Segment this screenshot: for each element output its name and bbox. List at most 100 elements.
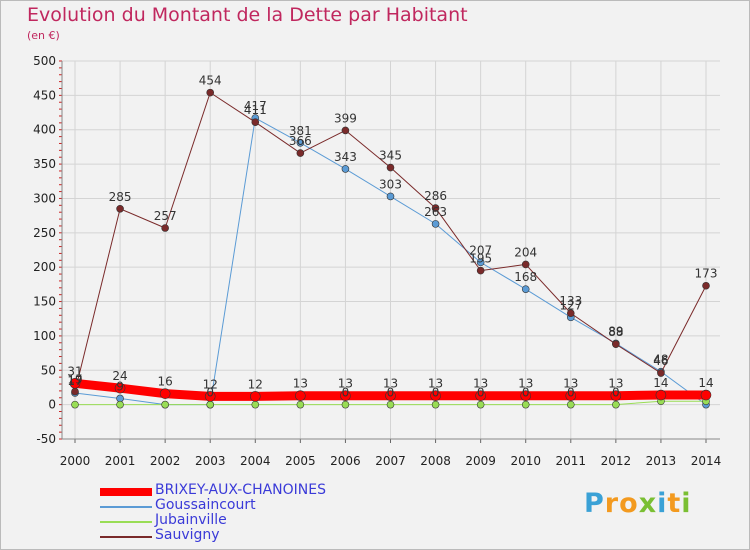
data-point-goussaincourt (341, 165, 350, 173)
data-label-brixey: 13 (338, 377, 353, 391)
data-label-goussaincourt: 89 (608, 324, 623, 338)
data-label-jubainville: 0 (477, 386, 485, 400)
legend-label-sauvigny: Sauvigny (155, 527, 220, 543)
data-point-sauvigny (341, 126, 350, 135)
data-label-sauvigny: 366 (289, 134, 312, 148)
data-label-sauvigny: 454 (199, 74, 222, 88)
data-point-brixey (520, 390, 532, 402)
y-tick-label: 0 (48, 398, 56, 412)
y-tick-label: 350 (33, 157, 56, 171)
data-label-brixey: 14 (698, 376, 713, 390)
data-label-brixey: 16 (158, 375, 173, 389)
data-point-sauvigny (521, 260, 530, 269)
data-point-sauvigny (296, 149, 305, 157)
x-tick-label: 2003 (195, 454, 226, 468)
data-point-brixey (340, 390, 351, 402)
data-label-jubainville: 0 (387, 386, 395, 400)
data-point-brixey (295, 390, 306, 402)
data-label-brixey: 24 (112, 369, 127, 383)
data-label-goussaincourt: 9 (116, 379, 124, 393)
x-tick-label: 2004 (240, 454, 271, 468)
data-point-sauvigny (476, 266, 485, 275)
data-point-jubainville (386, 400, 395, 409)
brand-letter: i (657, 488, 668, 519)
x-tick-label: 2012 (601, 454, 632, 468)
data-point-sauvigny (566, 309, 575, 318)
data-label-brixey: 13 (608, 377, 623, 391)
data-label-brixey: 12 (203, 377, 218, 391)
data-label-sauvigny: 399 (334, 111, 357, 125)
data-point-jubainville (566, 400, 575, 409)
data-point-brixey (385, 390, 396, 402)
brand-letter: P (584, 488, 605, 519)
x-tick-label: 2002 (150, 454, 181, 468)
y-tick-label: 300 (33, 191, 56, 205)
x-tick-label: 2000 (60, 454, 91, 468)
brand-letter: r (604, 488, 620, 519)
brand-letter: i (681, 488, 692, 519)
data-label-sauvigny: 195 (469, 252, 492, 266)
data-point-sauvigny (657, 369, 665, 377)
data-label-goussaincourt: 343 (334, 150, 357, 164)
data-point-brixey (475, 390, 486, 402)
data-point-sauvigny (431, 204, 440, 212)
x-tick-label: 2005 (285, 454, 316, 468)
x-tick-label: 2014 (691, 454, 722, 468)
x-tick-label: 2009 (465, 454, 496, 468)
data-point-goussaincourt (476, 258, 485, 267)
data-label-goussaincourt: 17 (67, 374, 82, 388)
y-tick-label: 150 (33, 295, 56, 309)
brand-letter: x (638, 488, 658, 519)
data-point-jubainville (206, 400, 215, 409)
data-point-jubainville (296, 400, 305, 409)
data-point-sauvigny (206, 88, 215, 97)
data-label-sauvigny: 257 (154, 209, 177, 223)
data-label-jubainville: 0 (612, 386, 620, 400)
legend-swatch-goussaincourt (100, 506, 152, 508)
data-label-jubainville: 0 (522, 386, 530, 400)
data-point-jubainville (116, 400, 124, 409)
y-tick-label: 250 (33, 226, 56, 240)
data-point-brixey (69, 378, 81, 389)
data-point-brixey (655, 389, 667, 401)
data-point-sauvigny (386, 163, 395, 172)
data-label-goussaincourt: 168 (514, 270, 537, 284)
y-tick-label: 400 (33, 123, 56, 137)
data-point-brixey (610, 390, 622, 402)
data-point-jubainville (251, 400, 260, 409)
legend-swatch-sauvigny (100, 536, 152, 538)
data-point-sauvigny (251, 118, 260, 126)
data-point-jubainville (71, 400, 79, 409)
data-label-goussaincourt: 127 (559, 298, 582, 312)
data-label-brixey: 12 (248, 377, 263, 391)
chart-title: Evolution du Montant de la Dette par Hab… (27, 4, 468, 26)
data-point-brixey (430, 390, 441, 402)
data-point-brixey (204, 391, 216, 402)
data-label-brixey: 31 (67, 364, 82, 378)
x-tick-label: 2006 (330, 454, 361, 468)
data-label-brixey: 13 (428, 377, 443, 391)
data-label-sauvigny: 19 (67, 373, 82, 387)
data-label-sauvigny: 46 (653, 354, 668, 368)
data-label-jubainville: 0 (206, 386, 214, 400)
legend-swatch-jubainville (100, 521, 152, 523)
brand-letter: o (619, 488, 639, 519)
data-label-sauvigny: 173 (695, 267, 718, 281)
data-point-goussaincourt (386, 192, 395, 201)
legend-label-goussaincourt: Goussaincourt (155, 497, 256, 513)
data-label-sauvigny: 345 (379, 149, 402, 163)
data-point-jubainville (521, 400, 530, 409)
data-label-jubainville: 0 (432, 386, 440, 400)
data-point-sauvigny (612, 340, 620, 348)
x-tick-label: 2007 (375, 454, 406, 468)
y-tick-label: 500 (33, 54, 56, 68)
x-tick-label: 2013 (646, 454, 677, 468)
data-point-brixey (565, 390, 577, 402)
data-label-goussaincourt: 303 (379, 177, 402, 191)
data-label-goussaincourt: 381 (289, 124, 312, 138)
data-label-sauvigny: 286 (424, 189, 447, 203)
data-point-jubainville (431, 400, 440, 409)
data-point-sauvigny (71, 387, 79, 396)
data-label-sauvigny: 133 (559, 294, 582, 308)
